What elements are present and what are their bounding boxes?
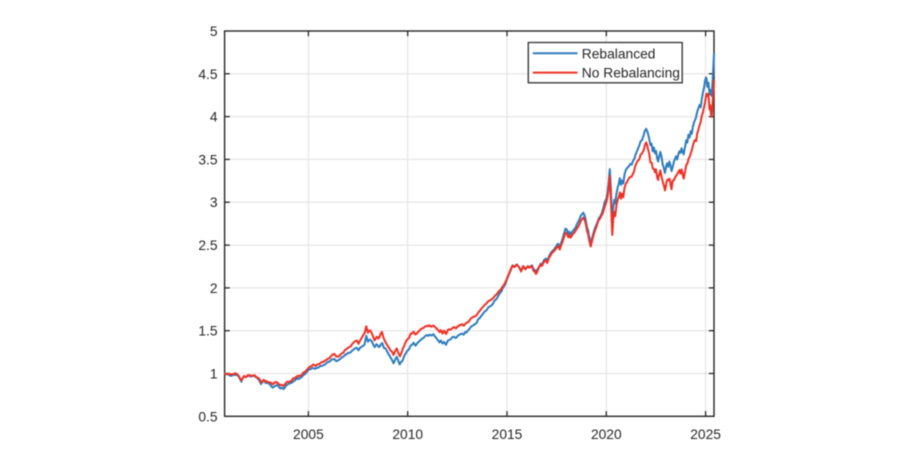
svg-text:4: 4 — [210, 110, 218, 125]
svg-text:Rebalanced: Rebalanced — [582, 46, 656, 61]
svg-text:No Rebalancing: No Rebalancing — [582, 66, 680, 81]
svg-text:3: 3 — [210, 195, 218, 210]
svg-text:3.5: 3.5 — [198, 152, 218, 167]
svg-text:4.5: 4.5 — [198, 67, 218, 82]
svg-text:0.5: 0.5 — [198, 409, 218, 424]
svg-text:2015: 2015 — [492, 427, 523, 442]
svg-text:2010: 2010 — [392, 427, 423, 442]
svg-text:1: 1 — [210, 367, 218, 382]
svg-text:5: 5 — [210, 24, 218, 39]
svg-text:1.5: 1.5 — [198, 324, 218, 339]
svg-text:2020: 2020 — [591, 427, 622, 442]
svg-text:2: 2 — [210, 281, 218, 296]
svg-text:2.5: 2.5 — [198, 238, 218, 253]
svg-text:2005: 2005 — [293, 427, 324, 442]
svg-text:2025: 2025 — [690, 427, 721, 442]
